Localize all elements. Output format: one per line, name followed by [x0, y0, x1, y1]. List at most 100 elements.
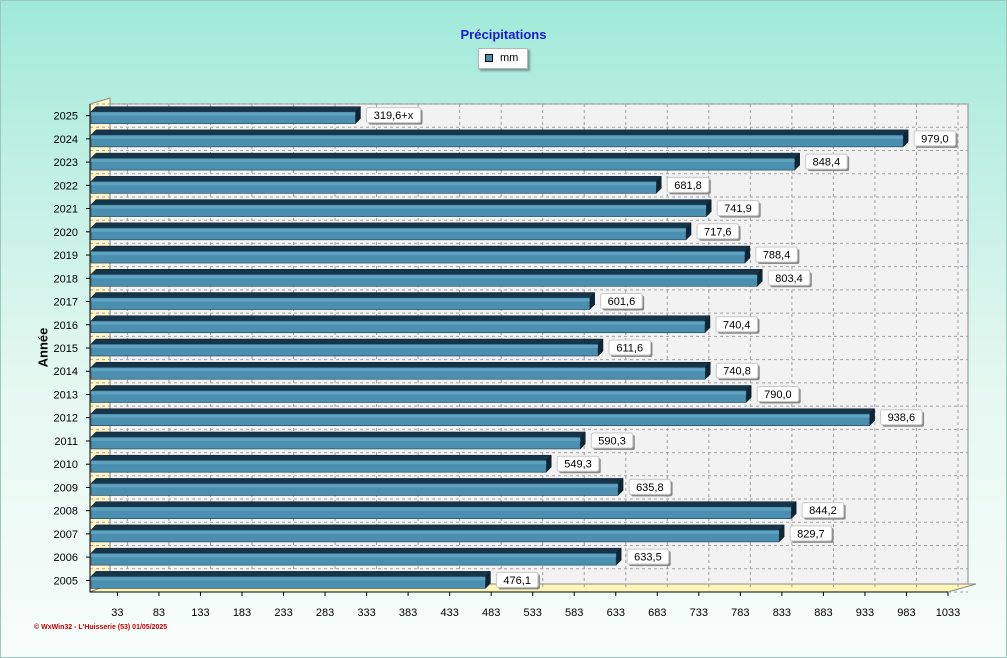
data-label: 740,8	[723, 366, 751, 378]
bar-highlight	[91, 368, 706, 372]
y-tick-label: 2012	[54, 413, 78, 425]
data-label-box	[767, 269, 811, 286]
x-tick-label: 833	[773, 607, 791, 619]
bar-2010	[90, 454, 552, 473]
y-tick-label: 2008	[54, 506, 78, 518]
data-label: 590,3	[598, 435, 626, 447]
x-tick-label: 283	[316, 607, 334, 619]
x-tick-label: 233	[274, 607, 292, 619]
legend: mm	[478, 48, 528, 69]
y-tick-label: 2017	[54, 297, 78, 309]
bar-highlight	[91, 484, 619, 488]
data-label-box	[880, 409, 923, 426]
bar-2017	[90, 291, 596, 311]
y-tick-label: 2022	[54, 180, 78, 192]
bar-highlight	[91, 461, 547, 465]
y-tick-label: 2023	[54, 157, 78, 169]
x-tick-label: 1033	[936, 607, 960, 619]
y-tick-label: 2013	[54, 389, 78, 401]
y-tick-label: 2015	[54, 343, 78, 355]
bar-2014	[90, 361, 711, 380]
data-label: 601,6	[608, 296, 636, 308]
data-label-box	[666, 176, 710, 193]
bar-highlight	[91, 577, 486, 581]
data-label: 549,3	[564, 459, 592, 471]
bar-2019	[90, 245, 751, 264]
bar-2023	[90, 152, 801, 171]
data-label-box	[801, 502, 845, 519]
y-tick-label: 2010	[54, 459, 78, 471]
data-label: 681,8	[674, 180, 702, 192]
bar-top	[90, 478, 624, 484]
y-tick-label: 2020	[54, 227, 78, 239]
bar-highlight	[91, 414, 870, 418]
x-tick-label: 983	[897, 607, 915, 619]
data-label: 788,4	[763, 250, 791, 262]
x-tick-label: 783	[731, 607, 749, 619]
bar-top	[90, 547, 622, 554]
bar-top	[90, 454, 552, 461]
data-label-box	[600, 293, 643, 310]
x-tick-label: 333	[357, 607, 375, 619]
x-tick-label: 633	[607, 607, 625, 619]
bar-highlight	[91, 182, 657, 186]
bar-top	[90, 524, 785, 531]
x-tick-label: 933	[856, 607, 874, 619]
bar-top	[90, 269, 763, 275]
data-label-box	[556, 455, 600, 472]
data-label-box	[365, 107, 422, 124]
bar-highlight	[91, 205, 707, 209]
y-tick-label: 2025	[54, 111, 78, 123]
bar-2022	[90, 175, 662, 194]
y-tick-label: 2011	[54, 436, 78, 448]
y-tick-label: 2024	[54, 134, 78, 146]
bar-top	[90, 315, 711, 322]
data-label: 741,9	[724, 203, 752, 215]
data-label: 740,4	[723, 319, 751, 331]
data-label: 790,0	[764, 389, 792, 401]
data-label: 635,8	[636, 482, 664, 494]
data-label: 829,7	[797, 528, 825, 540]
bar-highlight	[91, 228, 687, 232]
bar-top	[90, 338, 604, 345]
bar-highlight	[91, 159, 795, 163]
x-tick-label: 133	[191, 607, 209, 619]
bar-top	[90, 176, 662, 182]
bar-highlight	[91, 275, 758, 279]
bar-2007	[90, 524, 785, 543]
y-tick-label: 2014	[54, 366, 78, 378]
bar-top	[90, 431, 586, 438]
y-tick-label: 2005	[54, 575, 78, 587]
bar-2012	[90, 408, 876, 427]
data-label: 979,0	[921, 133, 949, 145]
bar-2008	[90, 501, 797, 520]
y-tick-label: 2018	[54, 273, 78, 285]
data-label-box	[913, 130, 957, 147]
data-label-box	[628, 478, 672, 495]
chart-title: Précipitations	[460, 27, 547, 42]
bar-top	[90, 245, 751, 252]
bar-highlight	[91, 437, 581, 441]
data-label: 611,6	[616, 343, 643, 355]
bar-2016	[90, 315, 711, 334]
data-label-box	[789, 525, 833, 542]
bar-2020	[90, 222, 692, 241]
y-tick-label: 2009	[54, 482, 78, 494]
bar-highlight	[91, 135, 904, 139]
data-label-box	[715, 362, 759, 379]
data-label: 319,6+x	[374, 110, 414, 122]
bar-2024	[90, 129, 909, 148]
bar-2005	[90, 570, 492, 589]
data-label: 476,1	[503, 575, 531, 587]
y-tick-label: 2007	[54, 529, 78, 541]
bar-top	[90, 129, 909, 136]
bar-2025	[90, 106, 362, 125]
data-label-box	[608, 339, 651, 356]
bar-top	[90, 199, 712, 205]
x-tick-label: 883	[814, 607, 832, 619]
x-tick-label: 583	[565, 607, 583, 619]
x-tick-label: 483	[482, 607, 500, 619]
bar-highlight	[91, 391, 747, 395]
x-tick-label: 533	[524, 607, 542, 619]
